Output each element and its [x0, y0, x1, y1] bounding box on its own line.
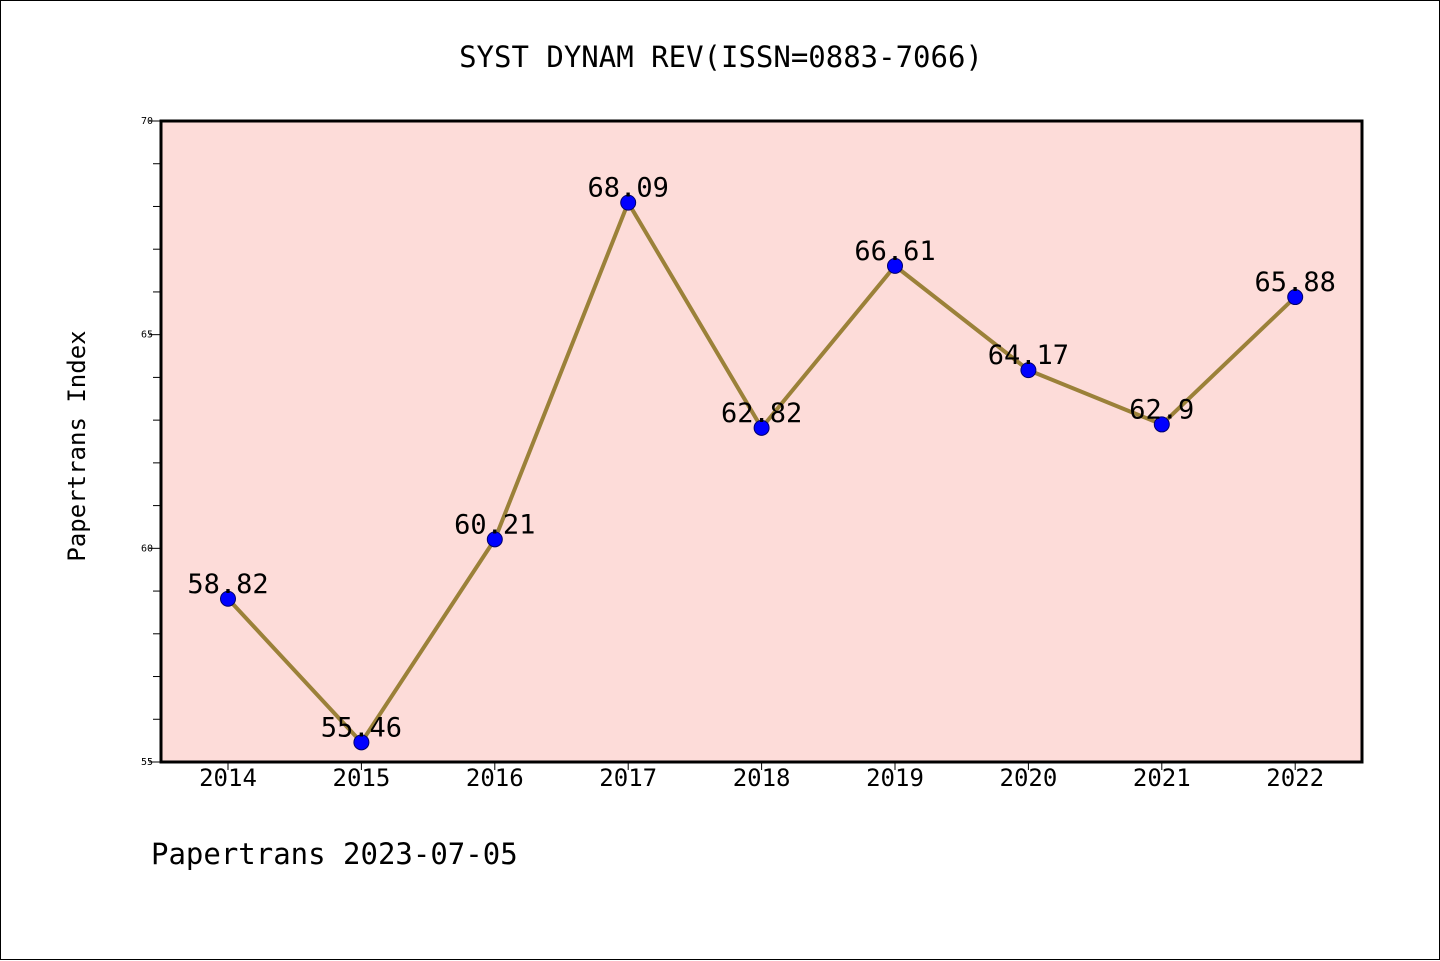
x-tick-label: 2015 — [333, 764, 391, 792]
y-tick-label: 60 — [141, 543, 153, 554]
y-axis: 55 60 65 70 — [141, 116, 161, 768]
x-tick-label: 2017 — [599, 764, 657, 792]
x-tick-label: 2014 — [199, 764, 257, 792]
data-label: 62.9 — [1129, 394, 1194, 425]
data-label: 64.17 — [988, 340, 1069, 371]
data-point-marker — [753, 419, 770, 436]
y-tick-label: 70 — [141, 116, 153, 127]
data-point-marker — [1153, 416, 1170, 433]
data-label: 55.46 — [321, 712, 402, 743]
data-point-marker — [220, 590, 236, 607]
x-tick-label: 2020 — [1000, 764, 1058, 792]
x-tick-label: 2019 — [866, 764, 924, 792]
x-tick-label: 2022 — [1266, 764, 1324, 792]
x-tick-label: 2016 — [466, 764, 524, 792]
data-point-marker — [1020, 362, 1037, 379]
data-label: 68.09 — [588, 173, 669, 204]
y-tick-label: 55 — [141, 757, 153, 768]
data-label: 62.82 — [721, 398, 802, 429]
data-point-marker — [887, 257, 903, 274]
y-tick-label: 65 — [141, 330, 153, 341]
data-label: 60.21 — [454, 509, 535, 540]
y-axis-label: Papertrans Index — [63, 330, 91, 561]
data-point-marker — [353, 734, 370, 751]
x-axis: 2014 2015 2016 2017 2018 2019 2020 2021 2022 — [199, 762, 1324, 792]
data-label: 66.61 — [854, 236, 935, 267]
data-point-marker — [620, 194, 637, 211]
data-label: 58.82 — [187, 569, 268, 600]
x-tick-label: 2021 — [1133, 764, 1191, 792]
chart-title: SYST DYNAM REV(ISSN=0883-7066) — [459, 40, 983, 74]
series-layer: 58.82 55.46 60.21 68.09 62.82 66.61 64.17 62.9 6… — [187, 173, 1336, 751]
x-tick-label: 2018 — [733, 764, 791, 792]
plot-area — [159, 119, 1364, 764]
data-point-marker — [1287, 289, 1304, 306]
data-label: 65.88 — [1255, 267, 1336, 298]
footer-source-date: Papertrans 2023-07-05 — [151, 837, 518, 871]
data-point-marker — [486, 531, 503, 548]
